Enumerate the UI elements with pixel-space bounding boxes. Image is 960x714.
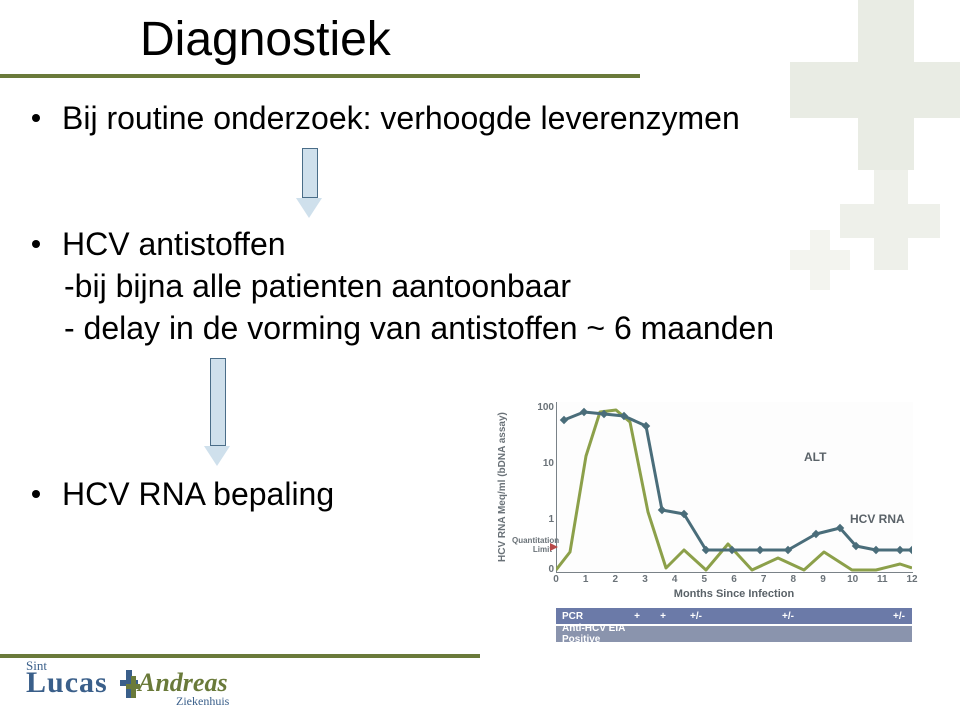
chart-x-tick: 11	[875, 574, 889, 585]
watermark-crosses	[720, 0, 960, 300]
chart-y-tick: 100	[536, 402, 554, 413]
chart-x-tick: 9	[816, 574, 830, 585]
chart-x-tick: 12	[905, 574, 919, 585]
chart-x-tick: 8	[786, 574, 800, 585]
bullet-2-text: HCV antistoffen	[62, 226, 286, 262]
chart-x-tick: 3	[638, 574, 652, 585]
bullet-1: Bij routine onderzoek: verhoogde leveren…	[32, 100, 740, 137]
bullet-2-sub2: - delay in de vorming van antistoffen ~ …	[64, 310, 774, 347]
bullet-2: HCV antistoffen	[32, 226, 286, 263]
hospital-logo: Sint Lucas Andreas Ziekenhuis	[26, 656, 256, 708]
chart-x-tick: 5	[697, 574, 711, 585]
chart-legend-row: Anti-HCV EIA Positive	[556, 626, 912, 642]
legend-row-cells: +++/-+/-+/-	[624, 611, 912, 622]
chart-y-tick: 1	[536, 514, 554, 525]
slide-title: Diagnostiek	[140, 12, 391, 67]
bullet-3: HCV RNA bepaling	[32, 476, 334, 513]
chart-y-tick: 10	[536, 458, 554, 469]
chart-x-tick: 10	[846, 574, 860, 585]
title-underline	[0, 74, 640, 78]
quantitation-limit-label: QuantitationLimit	[512, 536, 552, 554]
bullet-dot-icon	[32, 240, 40, 248]
legend-row-label: Anti-HCV EIA Positive	[556, 623, 650, 645]
chart-x-tick: 1	[579, 574, 593, 585]
bullet-3-text: HCV RNA bepaling	[62, 476, 334, 512]
series-label-alt: ALT	[804, 450, 826, 464]
chart-y-axis-label: HCV RNA Meq/ml (bDNA assay)	[496, 402, 510, 572]
chart-x-tick: 6	[727, 574, 741, 585]
slide: Diagnostiek Bij routine onderzoek: verho…	[0, 0, 960, 714]
chart-x-tick: 0	[549, 574, 563, 585]
chart-legend-row: PCR+++/-+/-+/-	[556, 608, 912, 624]
legend-row-label: PCR	[556, 611, 624, 622]
bullet-dot-icon	[32, 490, 40, 498]
chart-x-tick: 7	[757, 574, 771, 585]
series-label-hcv-rna: HCV RNA	[850, 512, 905, 526]
chart-lines	[556, 402, 912, 572]
hcv-chart: HCV RNA Meq/ml (bDNA assay) Quantitation…	[492, 394, 932, 644]
logo-ziekenhuis: Ziekenhuis	[176, 694, 229, 709]
bullet-2-sub1: -bij bijna alle patienten aantoonbaar	[64, 268, 571, 305]
chart-x-axis-label: Months Since Infection	[556, 588, 912, 600]
quantitation-limit-arrow-icon	[550, 543, 558, 551]
chart-x-tick: 2	[608, 574, 622, 585]
bullet-1-text: Bij routine onderzoek: verhoogde leveren…	[62, 100, 740, 136]
chart-x-tick: 4	[668, 574, 682, 585]
arrow-down-2	[204, 358, 230, 466]
arrow-down-1	[296, 148, 322, 218]
bullet-dot-icon	[32, 114, 40, 122]
logo-lucas: Lucas	[26, 666, 108, 700]
